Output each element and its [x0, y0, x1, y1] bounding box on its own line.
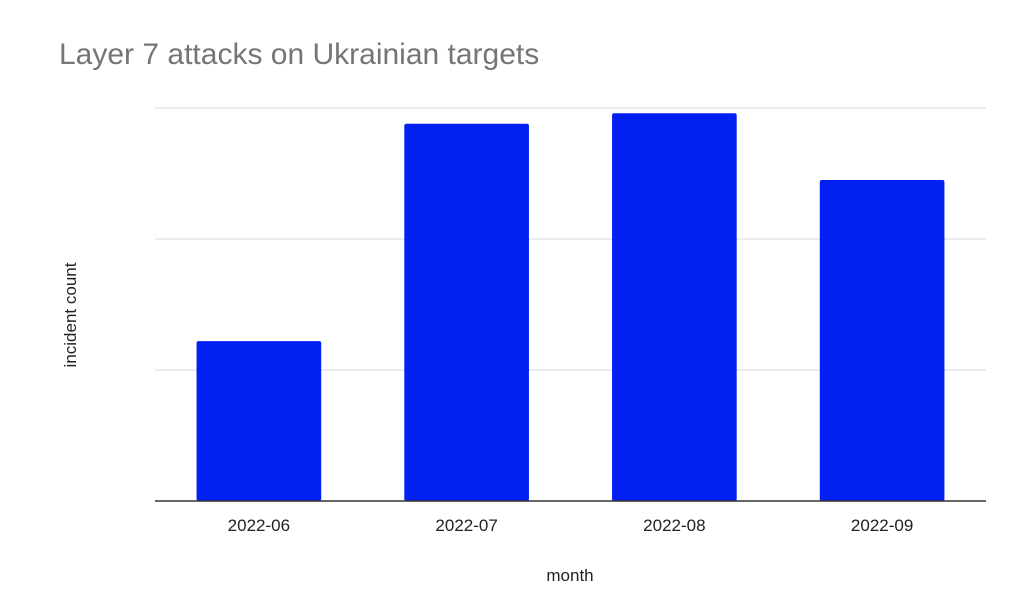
x-tick-label: 2022-06	[228, 516, 290, 535]
bar-2022-07	[404, 123, 529, 501]
x-tick-labels: 2022-06 2022-07 2022-08 2022-09	[228, 516, 914, 535]
x-axis-label: month	[546, 566, 594, 585]
chart-title: Layer 7 attacks on Ukrainian targets	[59, 38, 540, 71]
x-tick-label: 2022-07	[435, 516, 497, 535]
x-tick-label: 2022-09	[851, 516, 913, 535]
bar-2022-08	[612, 113, 737, 502]
bar-2022-06	[196, 341, 322, 501]
x-tick-label: 2022-08	[643, 516, 705, 535]
bar-2022-09	[819, 180, 945, 502]
bars	[196, 113, 945, 502]
